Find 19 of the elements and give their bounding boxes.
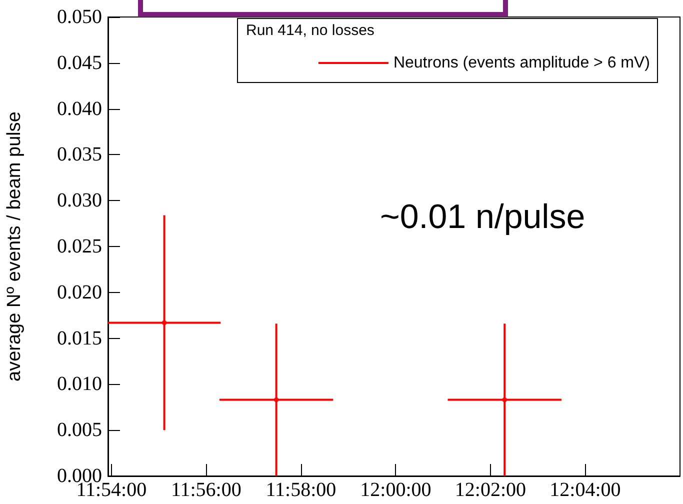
x-tick-label: 12:00:00 [360, 479, 432, 501]
x-tick-label: 12:04:00 [550, 479, 621, 501]
legend-label: Neutrons (events amplitude > 6 mV) [393, 54, 650, 72]
y-tick-label: 0.025 [57, 236, 102, 258]
y-tick-label: 0.020 [57, 281, 102, 304]
y-tick-label: 0.050 [57, 6, 102, 28]
y-tick-label: 0.005 [57, 419, 102, 442]
x-tick-label: 12:02:00 [454, 479, 526, 501]
y-tick-label: 0.040 [57, 98, 102, 120]
legend-title: Run 414, no losses [246, 22, 374, 39]
y-tick-label: 0.010 [57, 373, 102, 396]
x-tick-label: 11:58:00 [266, 479, 336, 501]
y-tick-label: 0.030 [57, 190, 102, 212]
x-tick-label: 11:56:00 [170, 479, 242, 501]
y-tick-label: 0.035 [57, 144, 102, 166]
y-axis-title: average Nº events / beam pulse [4, 112, 25, 382]
y-tick-label: 0.045 [57, 52, 102, 74]
annotation: ~0.01 n/pulse [380, 198, 586, 236]
y-tick-label: 0.015 [57, 327, 102, 350]
